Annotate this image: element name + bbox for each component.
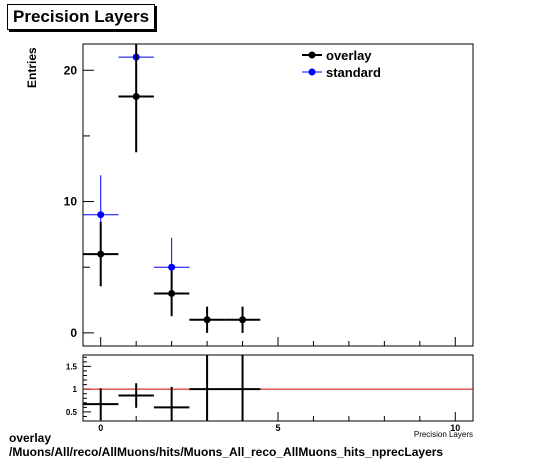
overlay-point xyxy=(203,316,211,324)
x-tick-label: 0 xyxy=(98,423,103,433)
legend-overlay-marker xyxy=(308,51,316,59)
y-tick-label: 10 xyxy=(64,195,78,209)
ratio-y-tick-label: 1.5 xyxy=(66,362,78,371)
overlay-point xyxy=(97,250,105,258)
footer-line-1: overlay xyxy=(9,431,52,445)
overlay-point xyxy=(239,316,247,324)
standard-point xyxy=(168,263,176,271)
footer-line-2: /Muons/All/reco/AllMuons/hits/Muons_All_… xyxy=(9,445,444,459)
y-tick-label: 0 xyxy=(70,326,77,340)
ratio-y-tick-label: 0.5 xyxy=(66,408,78,417)
main-plot-frame xyxy=(82,43,474,347)
x-tick-label: 10 xyxy=(450,423,460,433)
standard-point xyxy=(97,211,105,219)
x-axis-label: Precision Layers xyxy=(414,430,473,439)
legend-standard-label: standard xyxy=(326,65,381,80)
y-tick-label: 20 xyxy=(64,63,78,77)
ratio-plot-frame xyxy=(82,354,474,422)
legend-overlay-label: overlay xyxy=(326,48,372,63)
overlay-point xyxy=(132,93,140,101)
legend-standard-marker xyxy=(308,68,316,76)
chart-title: Precision Layers xyxy=(7,4,156,30)
overlay-point xyxy=(168,289,176,297)
x-tick-label: 5 xyxy=(275,423,280,433)
ratio-y-tick-label: 1 xyxy=(73,385,78,394)
